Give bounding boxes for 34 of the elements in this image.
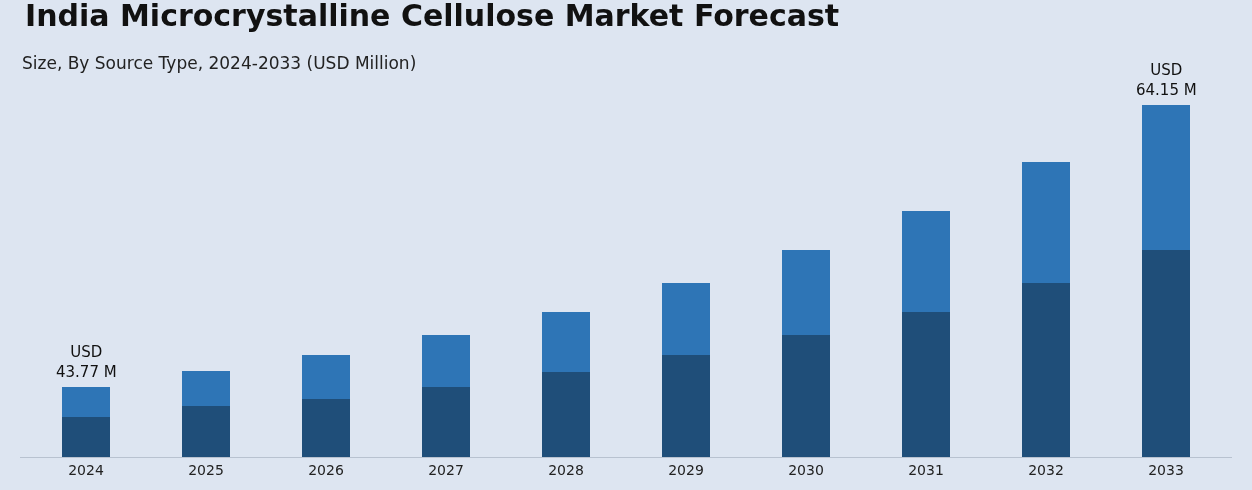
bar: [302, 398, 350, 457]
bar: [902, 312, 950, 457]
bar: [662, 283, 710, 355]
bar: [62, 386, 110, 417]
bar: [542, 371, 590, 457]
bar: [182, 406, 230, 457]
bar: [182, 371, 230, 407]
bar: [1142, 105, 1190, 250]
x-tick-label: 2033: [1148, 461, 1184, 478]
x-tick-label: 2031: [908, 461, 944, 478]
bar: [1022, 161, 1070, 284]
bar: [422, 386, 470, 457]
bar: [62, 416, 110, 457]
bar: [782, 335, 830, 457]
chart-subtitle: Size, By Source Type, 2024-2033 (USD Million): [22, 53, 417, 73]
bar: [662, 354, 710, 457]
x-tick-label: 2030: [788, 461, 824, 478]
x-tick-label: 2032: [1028, 461, 1064, 478]
bar: [1022, 283, 1070, 457]
x-tick-label: 2025: [188, 461, 224, 478]
bar: [542, 312, 590, 372]
bar: [1142, 249, 1190, 457]
x-tick-label: 2026: [308, 461, 344, 478]
x-tick-label: 2024: [68, 461, 104, 478]
x-tick-label: 2029: [668, 461, 704, 478]
bar: [782, 250, 830, 336]
x-tick-label: 2028: [548, 461, 584, 478]
bar: [302, 354, 350, 399]
total-label: USD 64.15 M: [1136, 61, 1197, 99]
bar: [902, 211, 950, 313]
x-tick-label: 2027: [428, 461, 464, 478]
bar: [422, 335, 470, 387]
total-label: USD 43.77 M: [56, 343, 117, 381]
chart-title: India Microcrystalline Cellulose Market Forecast: [25, 0, 840, 33]
